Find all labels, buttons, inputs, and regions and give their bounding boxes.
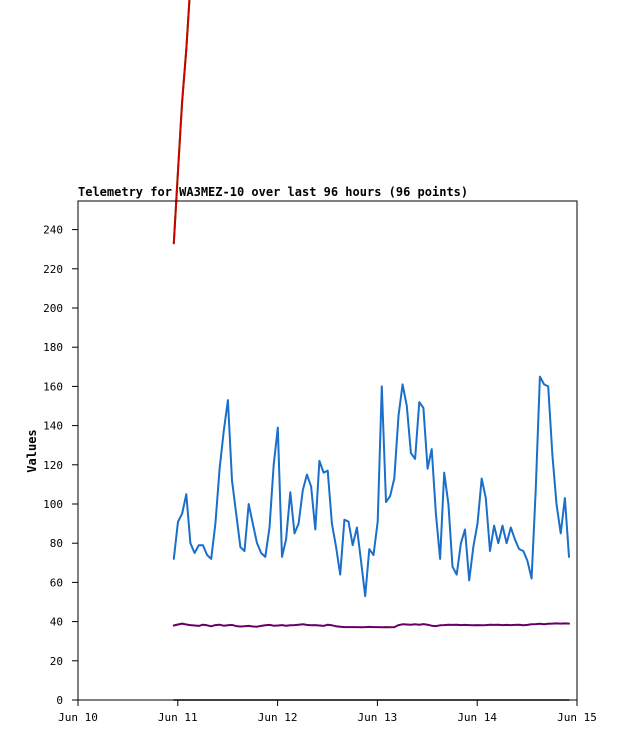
series-line-4 (172, 622, 570, 629)
x-tick-label: Jun 15 (557, 711, 597, 724)
y-tick-label: 240 (43, 224, 63, 237)
x-tick-label: Jun 13 (358, 711, 398, 724)
x-tick-label: Jun 12 (258, 711, 298, 724)
series-line-3 (172, 375, 570, 598)
y-tick-label: 220 (43, 263, 63, 276)
y-tick-label: 80 (50, 537, 63, 550)
y-tick-label: 20 (50, 655, 63, 668)
y-tick-label: 120 (43, 459, 63, 472)
x-tick-label: Jun 14 (457, 711, 497, 724)
y-axis-label: Values (25, 429, 39, 472)
x-tick-label: Jun 11 (158, 711, 198, 724)
chart-title: Telemetry for WA3MEZ-10 over last 96 hou… (78, 185, 468, 199)
y-tick-label: 100 (43, 498, 63, 511)
y-tick-label: 40 (50, 616, 63, 629)
plot-frame (77, 200, 578, 701)
y-tick-label: 60 (50, 576, 63, 589)
axes-layer: 0 20 40 60 80 100 120 140 160 180 200 220 240 Jun 10 J… (43, 224, 597, 724)
y-tick-label: 140 (43, 420, 63, 433)
y-tick-label: 160 (43, 380, 63, 393)
y-tick-label: 180 (43, 341, 63, 354)
y-tick-label: 0 (56, 694, 63, 707)
x-tick-label: Jun 10 (58, 711, 98, 724)
y-tick-label: 200 (43, 302, 63, 315)
